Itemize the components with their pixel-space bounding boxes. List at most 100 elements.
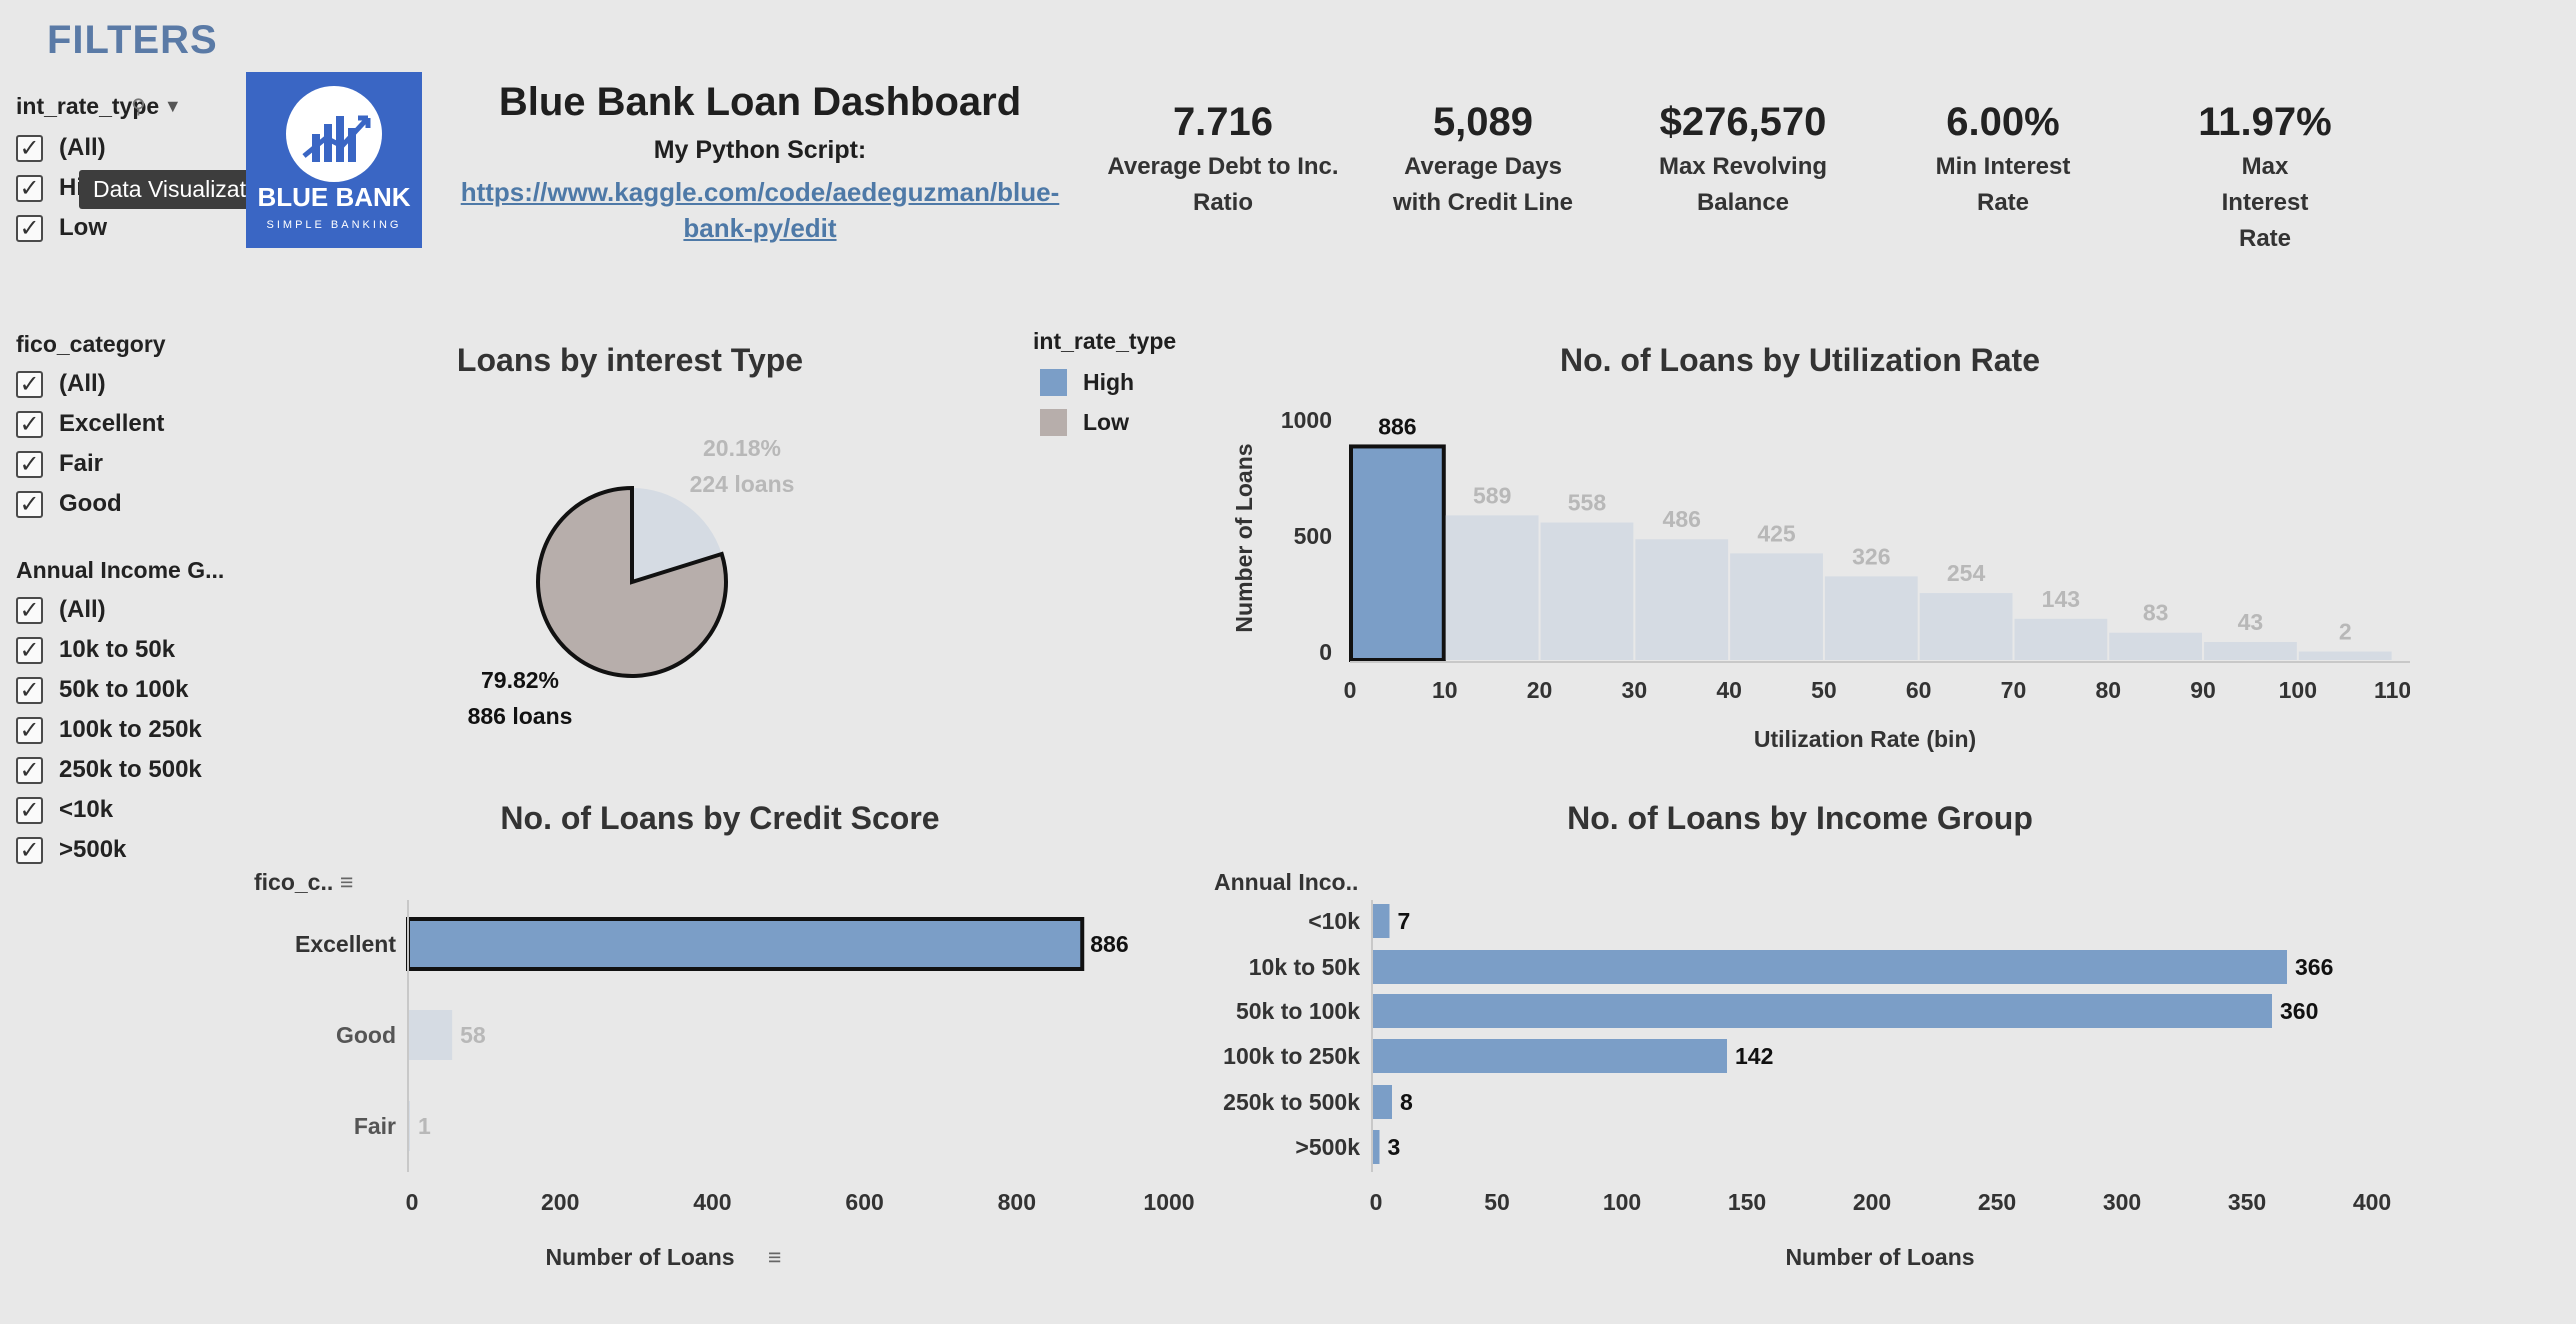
- category-label: 100k to 250k: [1223, 1043, 1360, 1069]
- x-tick-label: 50: [1484, 1189, 1510, 1215]
- bar-value-label: 254: [1947, 560, 1986, 586]
- sort-icon: ≡: [768, 1244, 781, 1270]
- pie-label-high-count: 224 loans: [690, 471, 795, 497]
- checkbox-checked-icon[interactable]: ✓: [16, 490, 43, 518]
- x-tick-label: 1000: [1143, 1189, 1194, 1215]
- filter-option-label: (All): [59, 134, 106, 161]
- checkbox-checked-icon[interactable]: ✓: [16, 716, 43, 744]
- filter-option[interactable]: ✓ Good: [16, 484, 236, 524]
- bar-value-label: 589: [1473, 482, 1511, 508]
- x-tick-label: 70: [2001, 677, 2027, 703]
- checkbox-checked-icon[interactable]: ✓: [16, 214, 43, 242]
- filter-title-annual-income: Annual Income G...: [16, 557, 225, 583]
- sort-icon: ≡: [340, 869, 353, 895]
- filter-option-label: 100k to 250k: [59, 716, 202, 743]
- checkbox-checked-icon[interactable]: ✓: [16, 370, 43, 398]
- checkbox-checked-icon[interactable]: ✓: [16, 596, 43, 624]
- checkbox-checked-icon[interactable]: ✓: [16, 636, 43, 664]
- dropdown-icon[interactable]: ▼: [163, 95, 182, 116]
- dimension-label: fico_c..: [254, 869, 333, 895]
- x-tick-label: 10: [1432, 677, 1458, 703]
- x-tick-label: 600: [845, 1189, 883, 1215]
- kpi-value: 5,089: [1432, 100, 1534, 144]
- histogram-bar: [2109, 632, 2203, 660]
- filter-option-label: >500k: [59, 836, 127, 863]
- kpi-label: Average Debt to Inc. Ratio: [1107, 153, 1339, 216]
- kpi-max-interest-rate: 11.97% Max Interest Rate: [2140, 100, 2390, 257]
- bar-value-label: 8: [1400, 1089, 1413, 1115]
- x-tick-label: 250: [1978, 1189, 2016, 1215]
- filter-option-label: Low: [59, 214, 107, 241]
- income-chart[interactable]: Annual Inco.. <10k 7 10k to 50k 366 50k to 10…: [1200, 860, 2400, 1280]
- script-link[interactable]: https://www.kaggle.com/code/aedeguzman/b…: [460, 177, 1060, 243]
- checkbox-checked-icon[interactable]: ✓: [16, 796, 43, 824]
- checkbox-checked-icon[interactable]: ✓: [16, 836, 43, 864]
- filter-option[interactable]: ✓ 10k to 50k: [16, 630, 236, 670]
- legend-item-high[interactable]: High: [1040, 362, 1134, 402]
- filter-option-label: 10k to 50k: [59, 636, 176, 663]
- filter-option[interactable]: ✓ (All): [16, 590, 236, 630]
- bar: [1372, 1130, 1380, 1164]
- bar-value-label: 425: [1757, 520, 1796, 546]
- filter-option[interactable]: ✓ 50k to 100k: [16, 670, 236, 710]
- filter-option-label: 50k to 100k: [59, 676, 189, 703]
- filter-option[interactable]: ✓ <10k: [16, 790, 236, 830]
- histogram-bar: [1919, 593, 2013, 660]
- filter-group-fico-category: fico_category ✓ (All) ✓ Excellent ✓ Fair ✓ Good: [16, 328, 236, 524]
- filter-option[interactable]: ✓ 100k to 250k: [16, 710, 236, 750]
- x-tick-label: 0: [406, 1189, 419, 1215]
- logo-text: BLUE BANK: [257, 182, 410, 212]
- bar-value-label: 142: [1735, 1043, 1773, 1069]
- histogram-bar: [1540, 522, 1634, 660]
- x-tick-label: 30: [1622, 677, 1648, 703]
- checkbox-checked-icon[interactable]: ✓: [16, 174, 43, 202]
- x-tick-label: 350: [2228, 1189, 2266, 1215]
- checkbox-checked-icon[interactable]: ✓: [16, 134, 43, 162]
- category-label: <10k: [1308, 908, 1360, 934]
- filter-title-fico-category: fico_category: [16, 331, 166, 357]
- filter-option[interactable]: ✓ (All): [16, 364, 236, 404]
- checkbox-checked-icon[interactable]: ✓: [16, 450, 43, 478]
- category-label: 50k to 100k: [1236, 998, 1360, 1024]
- legend-label: High: [1083, 368, 1135, 395]
- x-tick-label: 150: [1728, 1189, 1766, 1215]
- kpi-label: Average Days with Credit Line: [1393, 153, 1573, 216]
- filter-option[interactable]: ✓ Excellent: [16, 404, 236, 444]
- filter-option[interactable]: ✓ Low: [16, 208, 236, 248]
- checkbox-checked-icon[interactable]: ✓: [16, 676, 43, 704]
- checkbox-checked-icon[interactable]: ✓: [16, 410, 43, 438]
- kpi-value: 7.716: [1172, 100, 1274, 144]
- filter-option[interactable]: ✓ >500k: [16, 830, 236, 870]
- legend-item-low[interactable]: Low: [1040, 402, 1134, 442]
- bar: [408, 1010, 453, 1060]
- filter-option-label: Excellent: [59, 410, 165, 437]
- filter-option[interactable]: ✓ 250k to 500k: [16, 750, 236, 790]
- filter-option-label: Fair: [59, 450, 104, 477]
- bar-value-label: 2: [2339, 619, 2352, 645]
- bar-value-label: 43: [2238, 609, 2264, 635]
- x-tick-label: 0: [1344, 677, 1357, 703]
- category-label: >500k: [1295, 1134, 1360, 1160]
- x-tick-label: 0: [1370, 1189, 1383, 1215]
- bar: [1372, 950, 2287, 984]
- histogram-bar: [1635, 539, 1729, 660]
- filter-option-label: Good: [59, 490, 122, 517]
- x-tick-label: 300: [2103, 1189, 2141, 1215]
- filter-option[interactable]: ✓ (All): [16, 128, 236, 168]
- credit-score-chart[interactable]: fico_c.. ≡ Excellent 886 Good 58 Fair 1 0 200 400 6…: [240, 860, 1220, 1280]
- kpi-value: 11.97%: [2198, 100, 2332, 144]
- checkbox-checked-icon[interactable]: ✓: [16, 756, 43, 784]
- filter-option[interactable]: ✓ Fair: [16, 444, 236, 484]
- x-tick-label: 40: [1716, 677, 1742, 703]
- kpi-debt-to-income: 7.716 Average Debt to Inc. Ratio: [1098, 100, 1348, 221]
- x-tick-label: 400: [2353, 1189, 2391, 1215]
- bar: [1372, 994, 2272, 1028]
- credit-score-chart-title: No. of Loans by Credit Score: [500, 800, 940, 836]
- kpi-label: Max Revolving Balance: [1658, 153, 1828, 216]
- bar-value-label: 486: [1663, 506, 1701, 532]
- bar: [1372, 904, 1390, 938]
- pie-label-low-count: 886 loans: [468, 703, 573, 729]
- clear-filter-icon[interactable]: ⚲: [131, 95, 146, 118]
- pie-chart[interactable]: 20.18% 224 loans 79.82% 886 loans: [400, 420, 880, 760]
